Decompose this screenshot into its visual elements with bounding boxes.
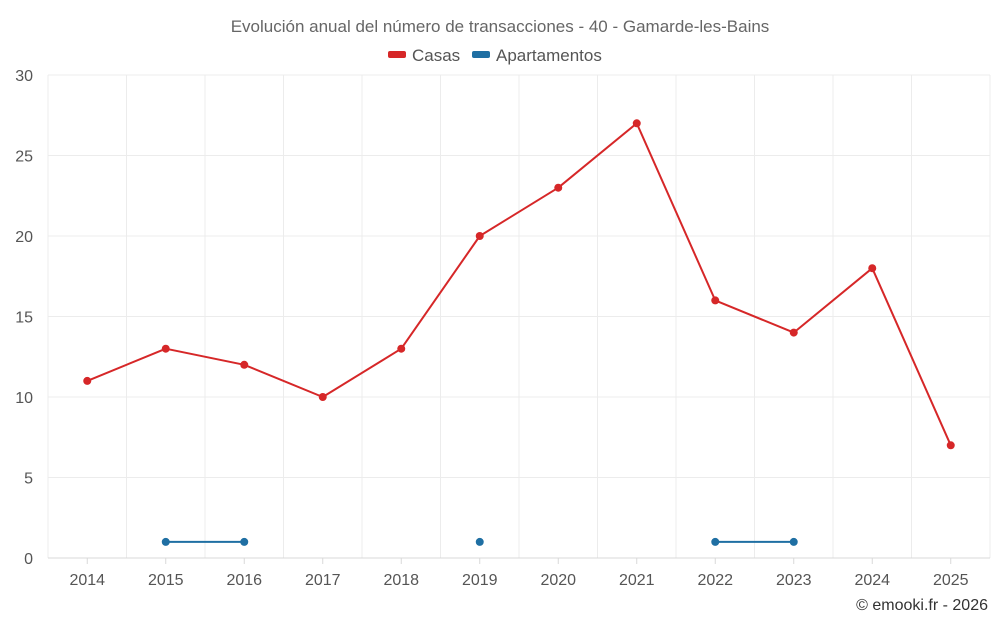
series-casas — [83, 119, 955, 450]
data-point-casas-2018[interactable] — [397, 344, 406, 353]
legend-label-casas: Casas — [412, 46, 460, 65]
legend-label-apartamentos: Apartamentos — [496, 46, 602, 65]
data-point-casas-2022[interactable] — [711, 296, 720, 305]
x-tick-label: 2018 — [383, 572, 419, 589]
x-tick-label: 2022 — [697, 572, 733, 589]
data-point-casas-2021[interactable] — [632, 119, 641, 128]
chart-title: Evolución anual del número de transaccio… — [231, 17, 770, 36]
series-apartamentos — [161, 537, 798, 546]
y-tick-label: 30 — [15, 68, 33, 85]
x-tick-label: 2015 — [148, 572, 184, 589]
data-point-casas-2020[interactable] — [554, 183, 563, 192]
data-point-apartamentos-2022[interactable] — [711, 537, 720, 546]
data-point-casas-2015[interactable] — [161, 344, 170, 353]
data-point-apartamentos-2015[interactable] — [161, 537, 170, 546]
y-tick-label: 0 — [24, 551, 33, 568]
x-tick-label: 2025 — [933, 572, 969, 589]
data-point-casas-2016[interactable] — [240, 360, 249, 369]
x-tick-label: 2024 — [854, 572, 890, 589]
x-tick-label: 2014 — [69, 572, 105, 589]
y-tick-label: 5 — [24, 471, 33, 488]
data-point-casas-2014[interactable] — [83, 376, 92, 385]
legend-item-casas[interactable]: Casas — [388, 46, 460, 65]
data-point-casas-2019[interactable] — [475, 232, 484, 240]
series-line-casas — [86, 122, 952, 446]
data-point-casas-2017[interactable] — [318, 393, 327, 401]
legend: Casas Apartamentos — [388, 46, 602, 65]
y-tick-label: 25 — [15, 149, 33, 166]
data-point-casas-2023[interactable] — [789, 328, 798, 337]
x-tick-label: 2021 — [619, 572, 655, 589]
data-point-casas-2025[interactable] — [946, 441, 955, 450]
credit-text: © emooki.fr - 2026 — [856, 597, 988, 614]
y-tick-label: 15 — [15, 310, 33, 327]
x-tick-label: 2020 — [540, 572, 576, 589]
data-point-apartamentos-2016[interactable] — [240, 537, 249, 546]
y-tick-label: 20 — [15, 229, 33, 246]
legend-item-apartamentos[interactable]: Apartamentos — [472, 46, 602, 65]
data-point-casas-2024[interactable] — [868, 264, 877, 273]
series — [83, 119, 955, 546]
x-tick-label: 2019 — [462, 572, 498, 589]
data-point-apartamentos-2023[interactable] — [789, 537, 798, 546]
y-tick-label: 10 — [15, 390, 33, 407]
legend-swatch-apartamentos — [472, 51, 490, 58]
data-point-apartamentos-2019[interactable] — [475, 537, 484, 546]
x-tick-label: 2016 — [226, 572, 262, 589]
grid — [47, 74, 991, 558]
x-tick-label: 2023 — [776, 572, 812, 589]
legend-swatch-casas — [388, 51, 406, 58]
x-tick-label: 2017 — [305, 572, 341, 589]
